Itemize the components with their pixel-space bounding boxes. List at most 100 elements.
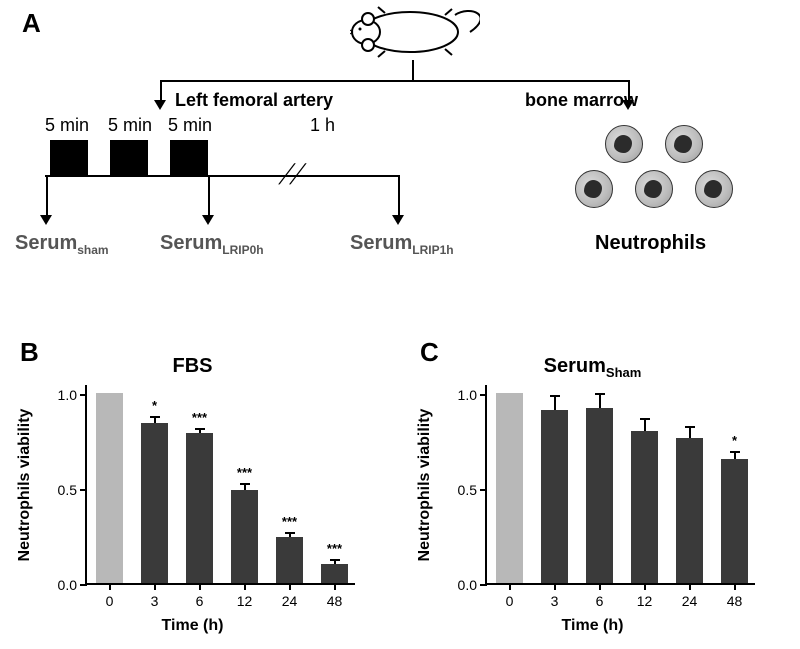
- mouse-icon: [350, 5, 480, 60]
- bar: [541, 410, 569, 583]
- xtick-label: 6: [596, 593, 604, 609]
- xtick-label: 6: [196, 593, 204, 609]
- cell-icon: [695, 170, 733, 208]
- xtick-label: 48: [327, 593, 343, 609]
- block-duration-label: 5 min: [108, 115, 152, 136]
- xtick: [154, 583, 156, 590]
- xtick-label: 3: [551, 593, 559, 609]
- ytick: [480, 489, 487, 491]
- ytick-label: 0.5: [458, 482, 477, 498]
- xtick: [244, 583, 246, 590]
- xtick-label: 24: [682, 593, 698, 609]
- xtick-label: 3: [151, 593, 159, 609]
- ytick-label: 0.5: [58, 482, 77, 498]
- arrow-icon: [40, 215, 52, 225]
- ytick-label: 0.0: [58, 577, 77, 593]
- error-cap: [195, 428, 205, 430]
- significance-marker: ***: [237, 465, 252, 480]
- serum-lrip0-label: SerumLRIP0h: [160, 232, 264, 257]
- xtick: [109, 583, 111, 590]
- xtick: [644, 583, 646, 590]
- bar: [586, 408, 614, 583]
- error-bar: [644, 419, 646, 430]
- significance-marker: ***: [327, 541, 342, 556]
- connector-line: [160, 80, 162, 102]
- bar: [496, 393, 524, 583]
- arrow-icon: [202, 215, 214, 225]
- neutrophils-label: Neutrophils: [595, 232, 706, 255]
- ytick: [80, 584, 87, 586]
- bar: [676, 438, 704, 583]
- post-interval-label: 1 h: [310, 115, 335, 136]
- bar: [721, 459, 749, 583]
- ytick-label: 0.0: [458, 577, 477, 593]
- xtick: [334, 583, 336, 590]
- ischemia-block: [170, 140, 208, 175]
- significance-marker: *: [152, 398, 157, 413]
- error-cap: [685, 426, 695, 428]
- error-cap: [285, 532, 295, 534]
- cell-icon: [605, 125, 643, 163]
- significance-marker: *: [732, 433, 737, 448]
- cell-icon: [635, 170, 673, 208]
- chart-b-ylabel: Neutrophils viability: [16, 409, 34, 562]
- connector-line: [46, 177, 48, 217]
- bar: [631, 431, 659, 583]
- error-cap: [150, 416, 160, 418]
- serum-lrip1-label: SerumLRIP1h: [350, 232, 454, 257]
- group-sub: sham: [77, 243, 108, 257]
- error-cap: [240, 483, 250, 485]
- group-text: Serum: [350, 232, 412, 254]
- arrow-icon: [154, 100, 166, 110]
- error-cap: [550, 395, 560, 397]
- connector-line: [412, 60, 414, 80]
- xtick-label: 0: [506, 593, 514, 609]
- cell-icon: [665, 125, 703, 163]
- error-cap: [640, 418, 650, 420]
- xtick-label: 48: [727, 593, 743, 609]
- chart-b-title: FBS: [15, 355, 370, 378]
- bar: [276, 537, 304, 583]
- group-sub: LRIP0h: [222, 243, 263, 257]
- xtick: [509, 583, 511, 590]
- group-sub: LRIP1h: [412, 243, 453, 257]
- xtick-label: 12: [637, 593, 653, 609]
- cell-icon: [575, 170, 613, 208]
- panel-b-chart: B FBS Neutrophils viability 0.00.51.003*…: [15, 335, 370, 640]
- plot-area: 0.00.51.0036122448*: [485, 385, 755, 585]
- panel-a: A Left femoral artery: [0, 0, 800, 300]
- block-duration-label: 5 min: [168, 115, 212, 136]
- bar: [321, 564, 349, 583]
- timeline-axis: [45, 175, 400, 177]
- plot-area: 0.00.51.003*6***12***24***48***: [85, 385, 355, 585]
- panel-c-chart: C SerumSham Neutrophils viability 0.00.5…: [415, 335, 770, 640]
- neutrophil-cells: [565, 125, 745, 225]
- arrow-icon: [392, 215, 404, 225]
- ytick: [80, 489, 87, 491]
- error-bar: [689, 427, 691, 438]
- xtick-label: 24: [282, 593, 298, 609]
- block-duration-label: 5 min: [45, 115, 89, 136]
- chart-c-title-sub: Sham: [606, 365, 641, 380]
- bar: [141, 423, 169, 583]
- error-bar: [554, 396, 556, 409]
- error-bar: [734, 452, 736, 460]
- bar: [96, 393, 124, 583]
- panel-a-label: A: [22, 8, 41, 39]
- right-branch-label: bone marrow: [525, 90, 638, 111]
- xtick: [289, 583, 291, 590]
- chart-c-title: SerumSham: [415, 355, 770, 380]
- chart-b-xlabel: Time (h): [15, 617, 370, 635]
- xtick: [199, 583, 201, 590]
- break-icon: ╱╱: [280, 164, 302, 185]
- error-cap: [595, 393, 605, 395]
- connector-line: [208, 177, 210, 217]
- ytick: [480, 394, 487, 396]
- error-cap: [730, 451, 740, 453]
- significance-marker: ***: [192, 410, 207, 425]
- bar: [231, 490, 259, 583]
- xtick: [734, 583, 736, 590]
- xtick-label: 0: [106, 593, 114, 609]
- connector-line: [160, 80, 630, 82]
- bar: [186, 433, 214, 583]
